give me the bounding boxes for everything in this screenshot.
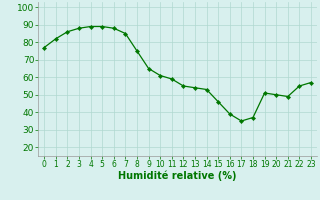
X-axis label: Humidité relative (%): Humidité relative (%) <box>118 171 237 181</box>
